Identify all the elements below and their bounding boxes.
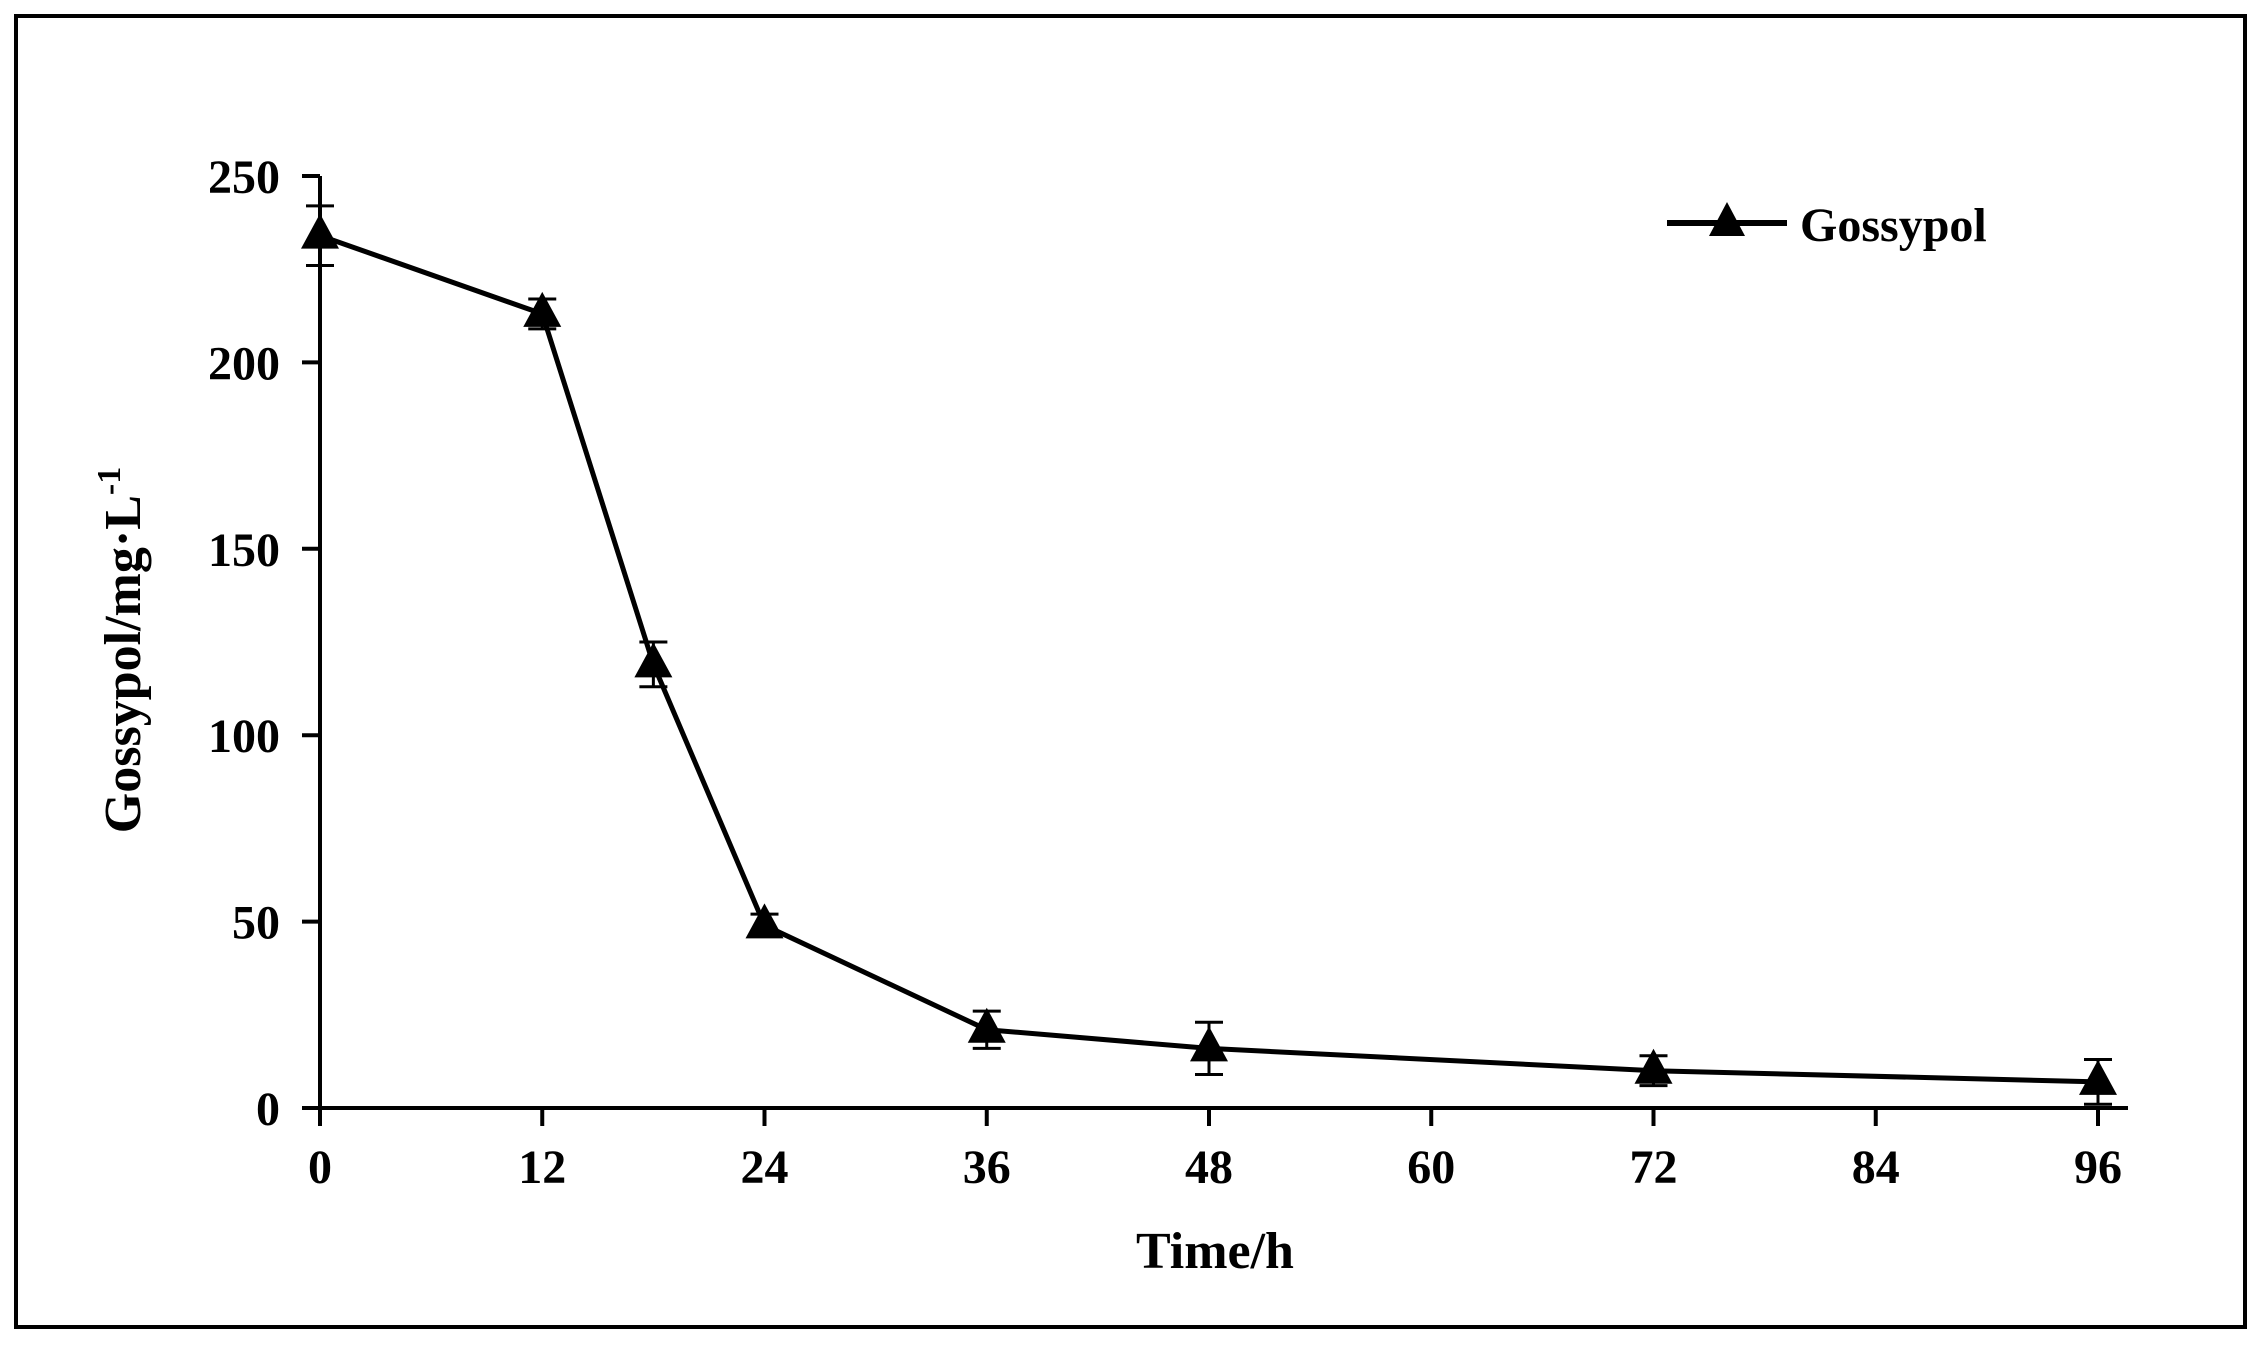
data-point-triangle xyxy=(1190,1026,1228,1062)
legend-triangle-marker xyxy=(1709,202,1745,236)
x-tick-label: 48 xyxy=(1185,1141,1233,1194)
y-axis-ticks: 0 50 100 150 200 250 xyxy=(208,151,320,1136)
y-tick-label: 150 xyxy=(208,524,280,577)
x-tick-label: 72 xyxy=(1630,1141,1678,1194)
y-tick-label: 250 xyxy=(208,151,280,204)
data-point-triangle xyxy=(301,213,339,249)
series-group xyxy=(301,204,2117,1106)
x-axis-label: Time/h xyxy=(1136,1223,1294,1280)
x-tick-label: 84 xyxy=(1852,1141,1900,1194)
data-point-triangle xyxy=(2079,1059,2117,1095)
x-axis-ticks: 0 12 24 36 48 60 72 84 96 xyxy=(308,1108,2122,1194)
x-tick-label: 12 xyxy=(518,1141,566,1194)
legend: Gossypol xyxy=(1667,199,1987,252)
x-tick-label: 24 xyxy=(741,1141,789,1194)
data-point-triangle xyxy=(523,291,562,327)
data-point-triangle xyxy=(1634,1048,1673,1084)
data-point-triangle xyxy=(967,1007,1006,1043)
y-tick-label: 0 xyxy=(256,1083,280,1136)
x-tick-label: 96 xyxy=(2074,1141,2122,1194)
series-line xyxy=(319,233,2099,1085)
legend-label: Gossypol xyxy=(1800,199,1987,252)
y-axis-label: Gossypol/mg·L-1 xyxy=(91,467,152,833)
axes xyxy=(318,176,2128,1110)
x-tick-label: 36 xyxy=(963,1141,1011,1194)
y-axis-label-superscript: -1 xyxy=(91,467,128,495)
x-tick-label: 60 xyxy=(1407,1141,1455,1194)
y-tick-label: 200 xyxy=(208,337,280,390)
data-point-triangle xyxy=(745,903,784,939)
data-point-triangle xyxy=(634,642,673,678)
y-tick-label: 100 xyxy=(208,710,280,763)
x-tick-label: 0 xyxy=(308,1141,332,1194)
y-axis-label-main: Gossypol/mg·L xyxy=(95,495,152,833)
y-tick-label: 50 xyxy=(232,897,280,950)
